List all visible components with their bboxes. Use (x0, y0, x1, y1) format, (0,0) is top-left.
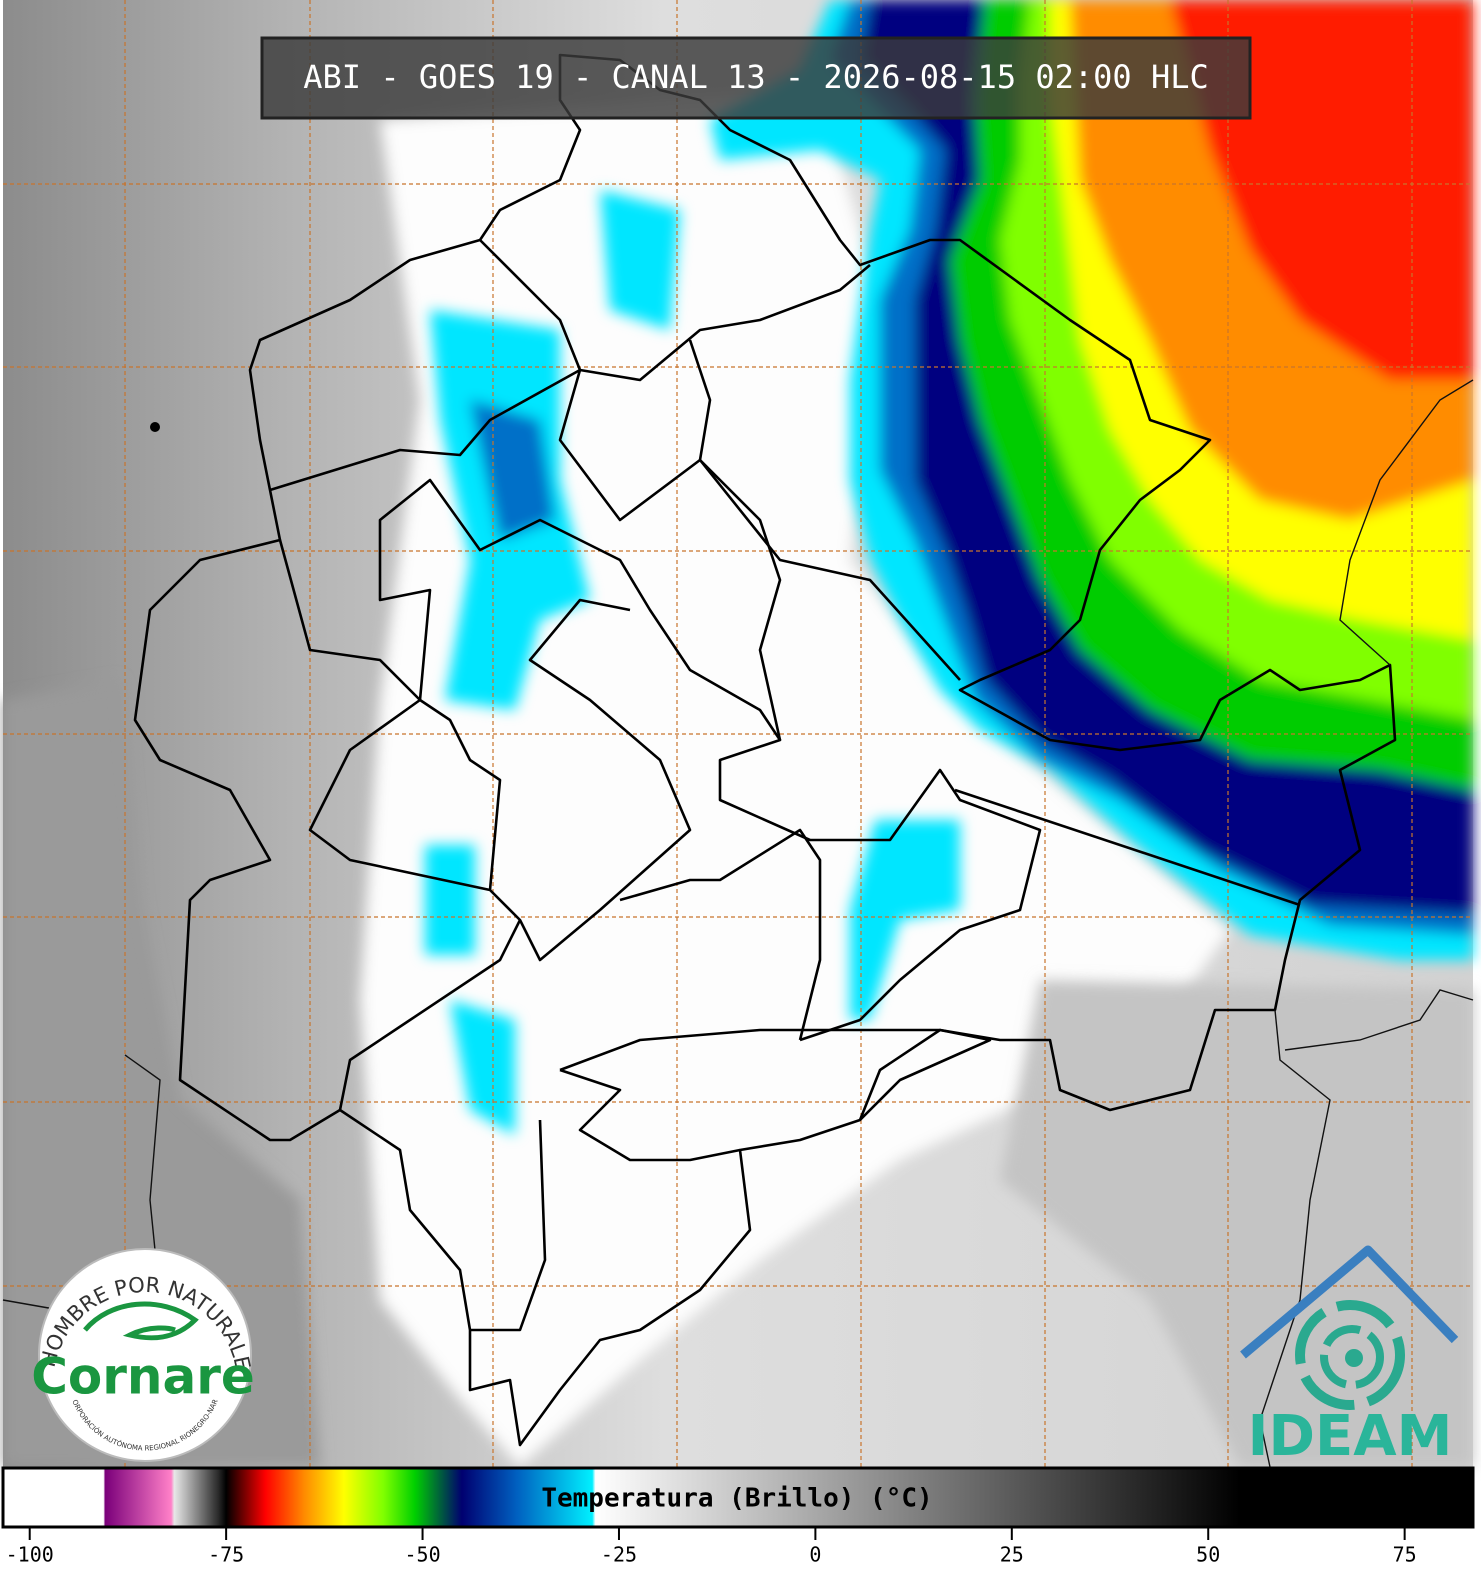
colorbar: Temperatura (Brillo) (°C) -100 -75 -50 -25 0… (1, 1466, 1475, 1567)
colorbar-tick-label: -50 (404, 1543, 440, 1567)
cornare-name: Cornare (31, 1348, 255, 1406)
colorbar-tick-label: 0 (809, 1543, 821, 1567)
title: ABI - GOES 19 - CANAL 13 - 2026-08-15 02… (303, 58, 1208, 96)
colorbar-tick-label: -75 (208, 1543, 244, 1567)
colorbar-ramp (1, 1466, 1475, 1529)
title-box (260, 36, 1252, 120)
colorbar-tick-label: 50 (1196, 1543, 1220, 1567)
colorbar-tick-label: -100 (6, 1543, 54, 1567)
colorbar-tick-label: 75 (1393, 1543, 1417, 1567)
colorbar-tick-label: -25 (601, 1543, 637, 1567)
ideam-logo: IDEAM (1240, 1245, 1459, 1469)
graticule (3, 0, 1473, 1467)
ideam-name: IDEAM (1248, 1404, 1453, 1469)
colorbar-label: Temperatura (Brillo) (°C) (541, 1484, 932, 1514)
colorbar-tick-label: 25 (1000, 1543, 1024, 1567)
